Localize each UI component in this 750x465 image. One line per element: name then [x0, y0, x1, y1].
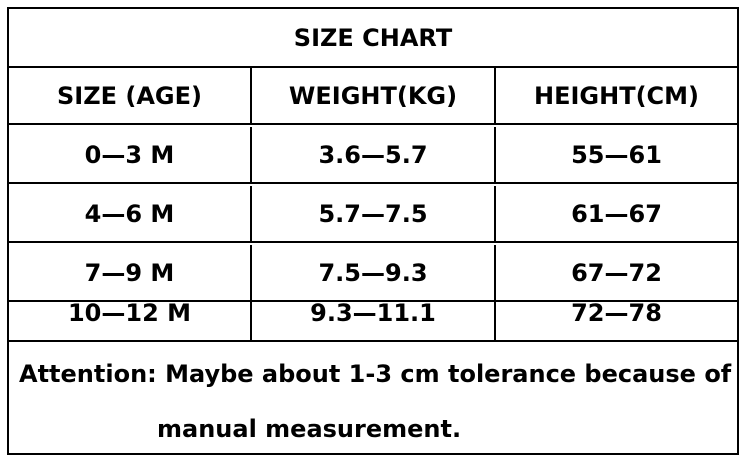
header-height: HEIGHT(CM): [534, 81, 699, 110]
attention-note: Attention: Maybe about 1-3 cm tolerance …: [9, 342, 737, 453]
header-row: SIZE (AGE) WEIGHT(KG) HEIGHT(CM): [9, 68, 737, 125]
header-size-age: SIZE (AGE): [9, 68, 252, 123]
table-row: 7—9 M 7.5—9.3 67—72: [9, 245, 737, 302]
note-line-1: Attention: Maybe about 1-3 cm tolerance …: [19, 360, 732, 388]
cell-height: 61—67: [571, 199, 662, 228]
cell-size: 10—12 M: [9, 285, 252, 340]
table-row: 4—6 M 5.7—7.5 61—67: [9, 186, 737, 243]
table-row: 10—12 M 9.3—11.1 72—78: [9, 285, 737, 342]
table-title: SIZE CHART: [293, 23, 453, 52]
cell-size: 4—6 M: [9, 186, 252, 241]
note-line-2: manual measurement.: [157, 415, 462, 443]
cell-size: 7—9 M: [9, 245, 252, 300]
table-title-row: SIZE CHART: [9, 9, 737, 68]
cell-height: 55—61: [571, 140, 662, 169]
header-weight: WEIGHT(KG): [252, 68, 496, 123]
cell-size: 0—3 M: [9, 127, 252, 182]
cell-weight: 3.6—5.7: [252, 127, 496, 182]
cell-height: 67—72: [571, 258, 662, 287]
cell-height: 72—78: [571, 298, 662, 327]
cell-weight: 5.7—7.5: [252, 186, 496, 241]
cell-weight: 9.3—11.1: [252, 285, 496, 340]
table-row: 0—3 M 3.6—5.7 55—61: [9, 127, 737, 184]
cell-weight: 7.5—9.3: [252, 245, 496, 300]
size-chart-table: SIZE CHART SIZE (AGE) WEIGHT(KG) HEIGHT(…: [7, 7, 739, 455]
